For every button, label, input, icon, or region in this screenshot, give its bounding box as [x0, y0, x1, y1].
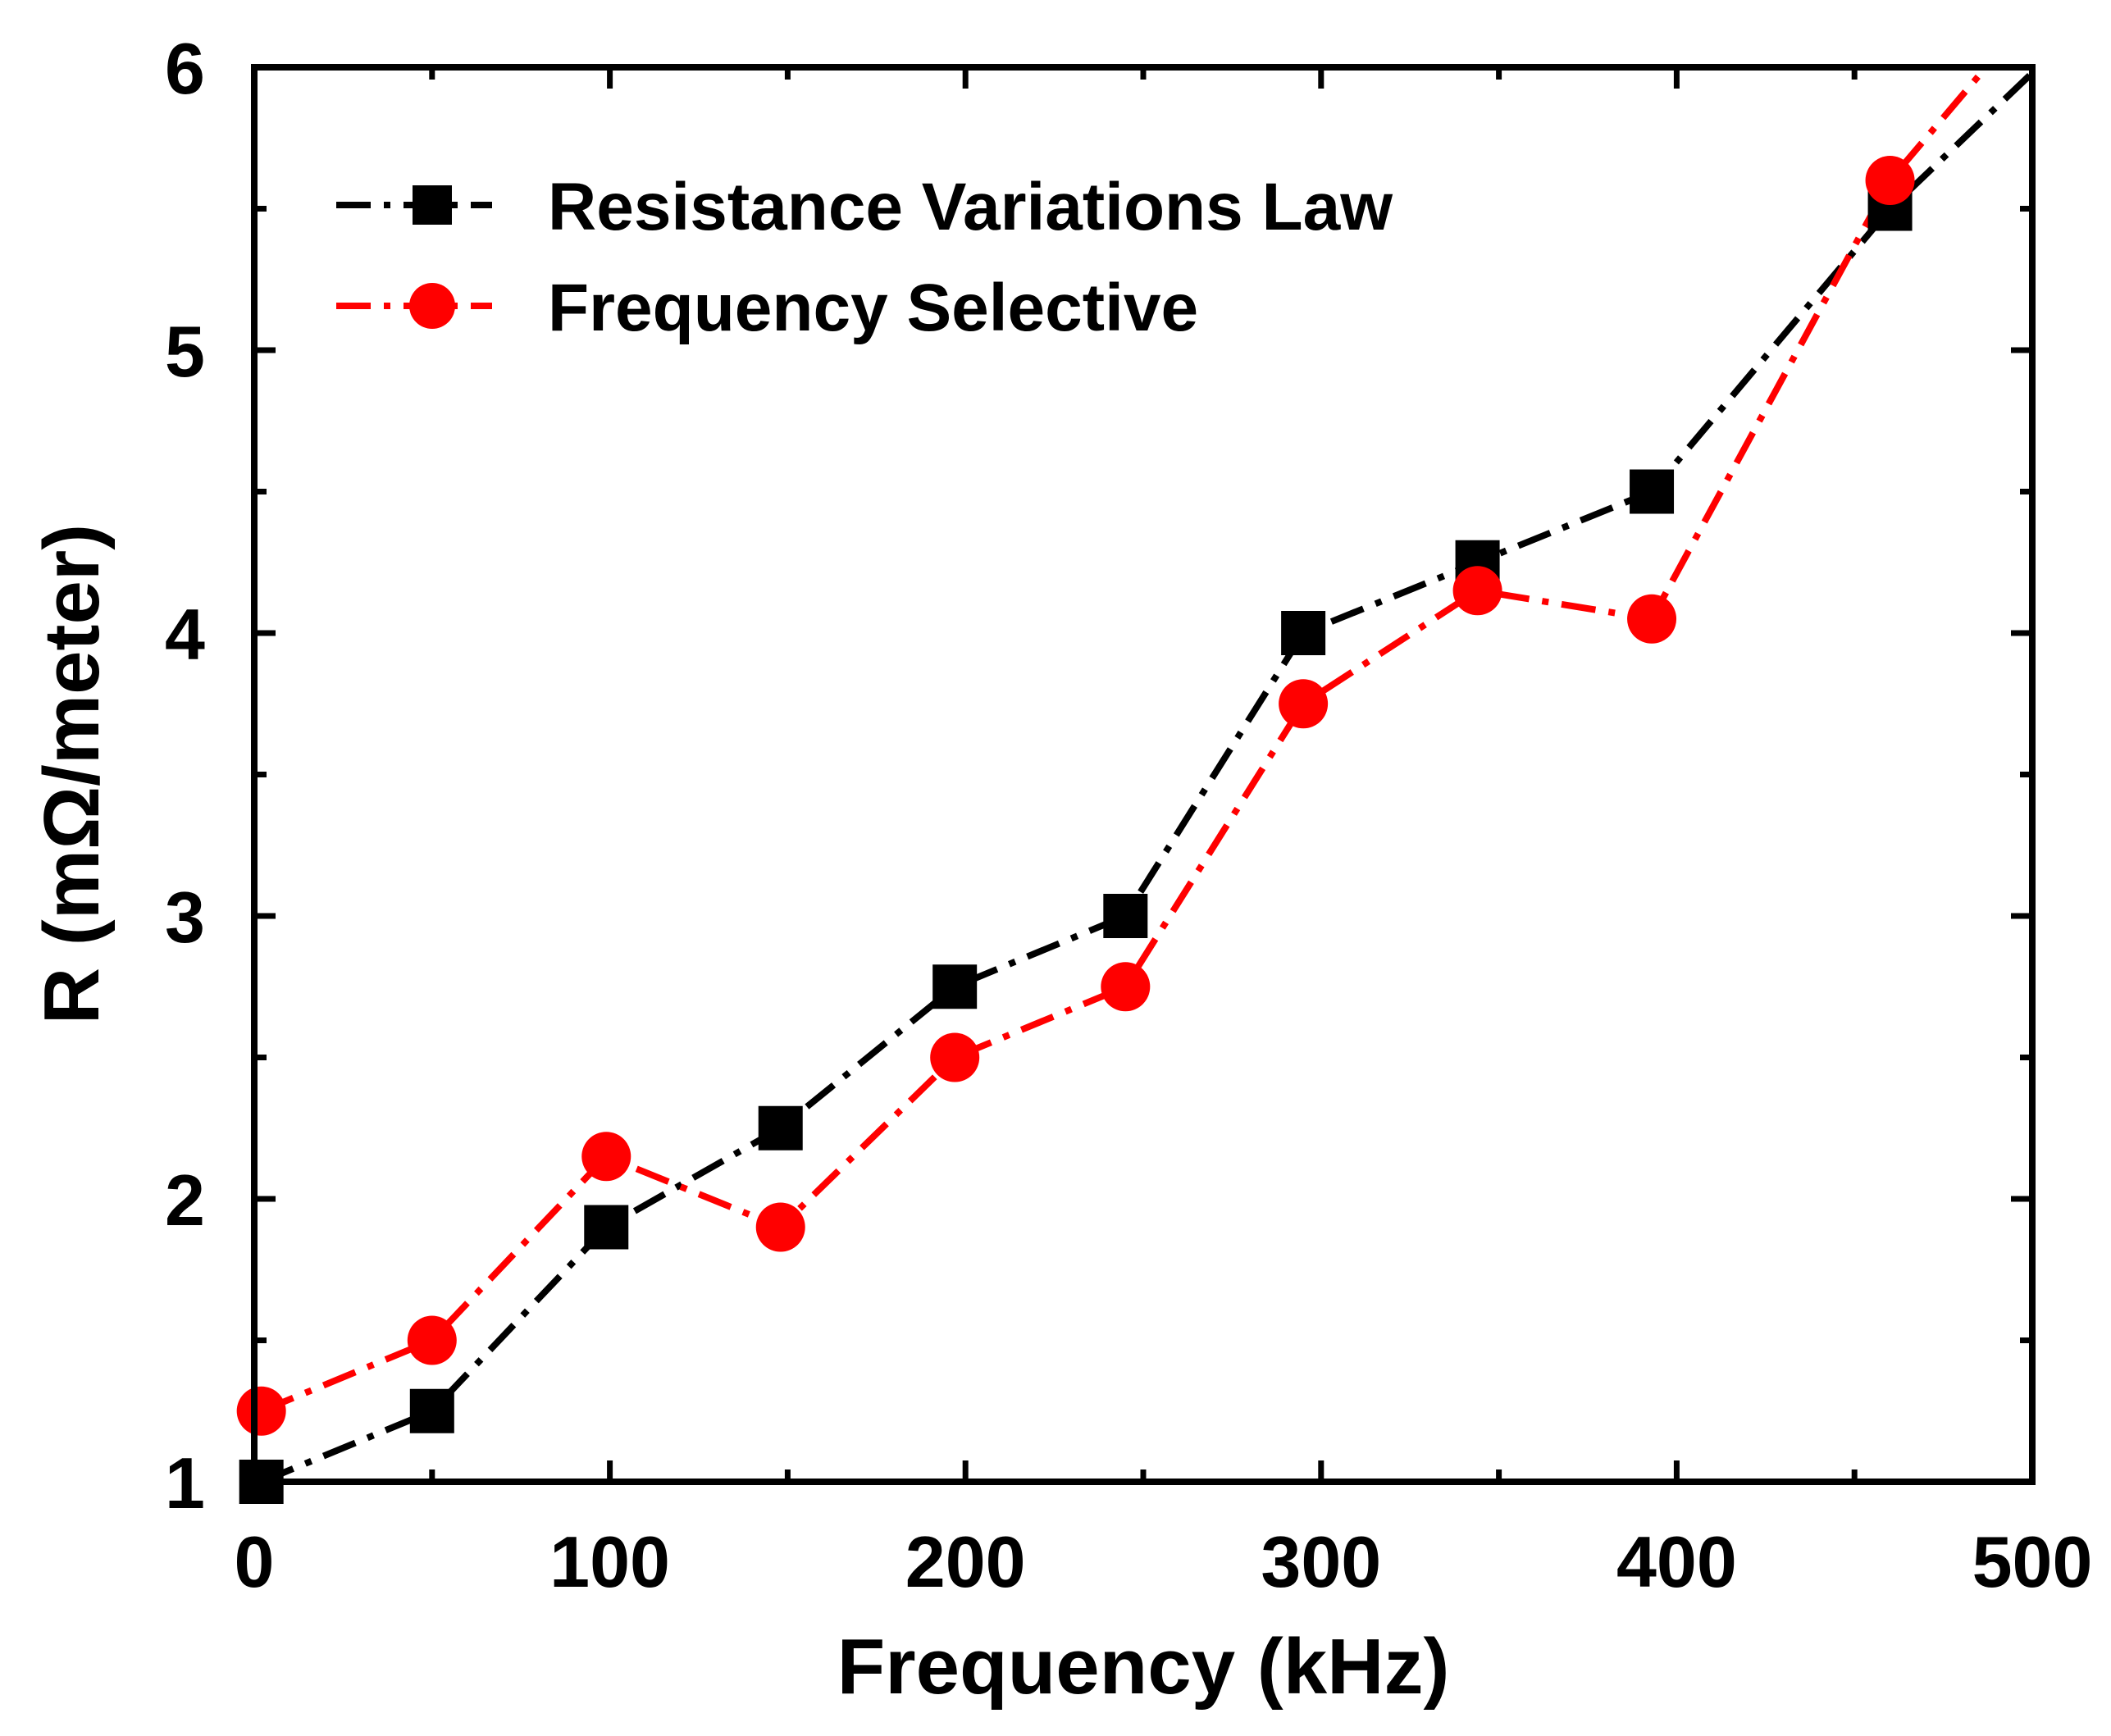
x-axis-label: Frequency (kHz) — [837, 1623, 1450, 1711]
y-tick-label: 2 — [165, 1160, 205, 1241]
series-1-point — [1281, 611, 1326, 655]
x-tick-label: 200 — [905, 1521, 1026, 1602]
series-2-point — [1627, 594, 1677, 644]
series-1-point — [1103, 894, 1148, 938]
x-tick-label: 500 — [1972, 1521, 2093, 1602]
legend-label-1: Resistance Variations Law — [548, 170, 1393, 244]
y-tick-label: 3 — [165, 877, 205, 958]
x-tick-label: 300 — [1261, 1521, 1381, 1602]
axis-tick-labels: 0 100 200 300 400 500 1 2 3 4 5 6 — [165, 28, 2092, 1602]
series-1-point — [1630, 469, 1675, 514]
legend-label-2: Frequency Selective — [548, 271, 1198, 345]
legend-marker-square — [413, 185, 452, 225]
series-line-2 — [260, 65, 1989, 1415]
y-tick-label: 6 — [165, 28, 205, 109]
x-tick-label: 100 — [549, 1521, 670, 1602]
legend: Resistance Variations Law Frequency Selec… — [336, 170, 1393, 345]
series-2-point — [581, 1132, 631, 1182]
legend-marker-circle — [409, 283, 455, 329]
y-tick-label: 1 — [165, 1442, 205, 1524]
series-1-point — [584, 1205, 629, 1250]
series-2-point — [1452, 566, 1502, 616]
y-tick-label: 4 — [165, 594, 205, 675]
y-axis-label: R (mΩ/meter) — [28, 524, 116, 1024]
axis-ticks — [251, 64, 2036, 1485]
series-2-point — [1101, 962, 1151, 1012]
series-1-point — [409, 1388, 454, 1433]
series-2-point — [1279, 679, 1329, 729]
x-tick-label: 400 — [1616, 1521, 1737, 1602]
series-2-point — [1865, 156, 1915, 205]
series-line-1 — [260, 71, 2035, 1485]
series-2-point — [930, 1032, 980, 1082]
series-2-point — [236, 1386, 286, 1436]
x-tick-label: 0 — [235, 1521, 275, 1602]
series-2-point — [755, 1202, 805, 1252]
series-lines — [260, 65, 2035, 1485]
series-2-point — [407, 1315, 457, 1365]
y-tick-label: 5 — [165, 311, 205, 392]
series-1-point — [932, 964, 978, 1009]
series-markers — [236, 156, 1915, 1504]
series-1-point — [758, 1105, 803, 1150]
